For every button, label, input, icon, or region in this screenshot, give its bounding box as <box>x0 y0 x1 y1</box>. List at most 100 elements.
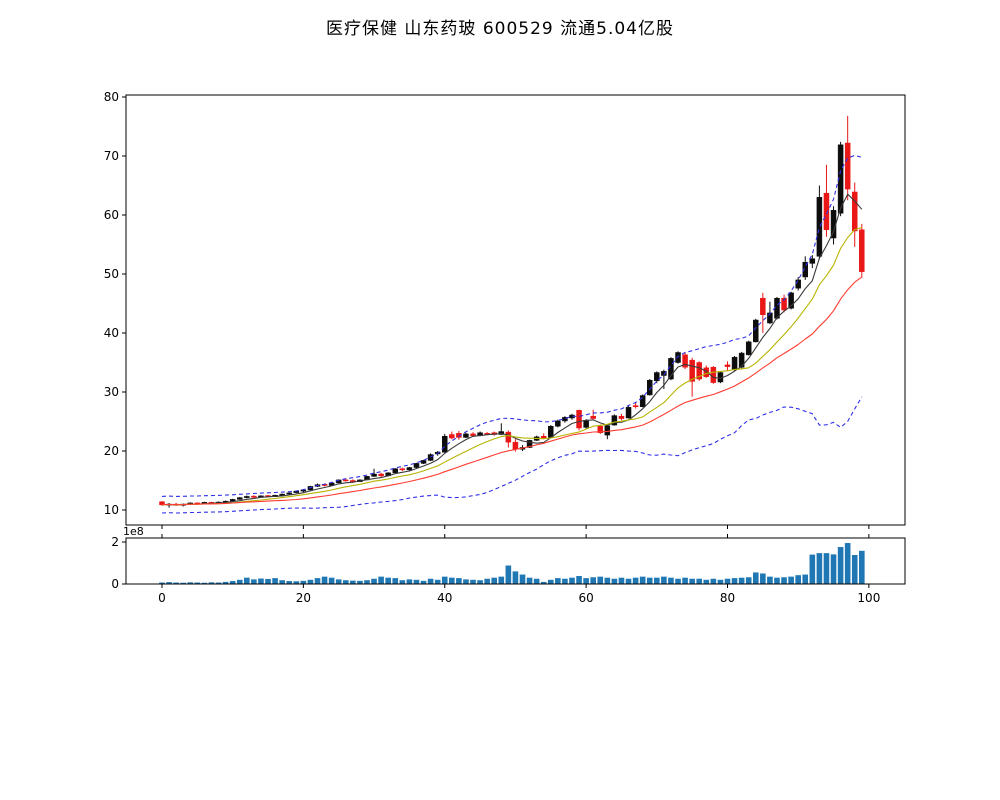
candle-up <box>731 356 738 370</box>
volume-bars-group <box>159 543 865 584</box>
price-ytick-label: 60 <box>104 208 119 222</box>
candle-up <box>611 415 618 426</box>
volume-bar <box>463 579 469 584</box>
volume-bar <box>632 577 639 584</box>
volume-bar <box>717 579 724 584</box>
volume-bar <box>540 581 547 584</box>
volume-bar <box>194 582 201 584</box>
volume-bar <box>788 576 794 584</box>
volume-bar <box>618 577 625 584</box>
volume-bar <box>646 577 653 584</box>
x-axis-tick-label: 80 <box>720 591 735 605</box>
volume-bar <box>738 577 745 584</box>
volume-bar <box>816 553 823 584</box>
volume-bar <box>180 582 186 584</box>
candle-down <box>710 366 717 383</box>
volume-bar <box>844 543 851 584</box>
volume-bar <box>399 580 406 584</box>
volume-bar <box>533 578 540 584</box>
candle-up <box>244 496 250 498</box>
volume-bar <box>342 580 349 584</box>
volume-bar <box>385 577 391 584</box>
volume-bar <box>851 555 858 584</box>
volume-bar <box>201 582 208 584</box>
candles-group <box>159 115 865 508</box>
volume-bar <box>166 582 172 584</box>
ma20-line <box>161 276 863 506</box>
candle-down <box>378 473 384 477</box>
price-ytick-label: 10 <box>104 503 119 517</box>
ma5-line <box>161 193 863 506</box>
volume-bar <box>859 550 865 584</box>
volume-bar <box>314 578 321 584</box>
candle-up <box>307 486 314 491</box>
volume-bar <box>682 577 688 584</box>
volume-bar <box>519 574 526 584</box>
volume-bar <box>187 582 194 584</box>
boll-upper-line <box>161 154 862 497</box>
candle-down <box>823 192 830 231</box>
candle-up <box>661 371 667 376</box>
volume-bar <box>229 581 236 584</box>
volume-bar <box>512 571 519 584</box>
boll-lower-line <box>161 396 863 514</box>
candle-up <box>413 463 420 468</box>
ma-lines-group <box>161 154 863 514</box>
volume-bar <box>830 554 837 584</box>
volume-bar <box>413 579 420 584</box>
candle-down <box>159 501 165 505</box>
candle-up <box>745 341 752 356</box>
candle-down <box>540 436 547 439</box>
volume-bar <box>328 577 335 584</box>
candle-down <box>760 297 766 315</box>
volume-bar <box>675 578 681 584</box>
candle-down <box>456 433 462 438</box>
candle-up <box>463 433 469 438</box>
candle-down <box>343 479 349 482</box>
candle-up <box>406 467 413 471</box>
candle-up <box>526 440 533 448</box>
volume-bar <box>159 582 165 584</box>
ma10-line <box>161 226 862 506</box>
price-ytick-label: 50 <box>104 267 119 281</box>
price-ytick-label: 30 <box>104 385 119 399</box>
volume-bar <box>244 577 250 584</box>
volume-bar <box>590 577 596 584</box>
volume-bar <box>406 579 413 584</box>
candle-down <box>689 359 695 382</box>
volume-bar <box>222 581 229 584</box>
volume-bar <box>300 580 307 584</box>
candle-down <box>696 362 702 380</box>
x-axis-tick-label: 20 <box>296 591 311 605</box>
volume-ytick-label: 2 <box>111 535 119 549</box>
price-panel-frame <box>125 94 906 526</box>
candle-down <box>505 431 512 443</box>
volume-bar <box>767 576 773 584</box>
price-ytick-label: 40 <box>104 326 119 340</box>
volume-ytick-label: 0 <box>111 577 119 591</box>
candle-down <box>470 433 476 436</box>
volume-bar <box>470 579 476 584</box>
volume-bar <box>434 579 441 584</box>
volume-bar <box>321 576 328 584</box>
candle-down <box>399 468 406 471</box>
price-ytick-label: 20 <box>104 444 119 458</box>
volume-bar <box>498 576 505 584</box>
volume-bar <box>484 578 490 584</box>
candle-down <box>590 415 596 419</box>
candle-down <box>597 425 604 433</box>
volume-bar <box>477 580 483 584</box>
candle-up <box>236 497 243 500</box>
volume-bar <box>795 575 801 584</box>
candle-down <box>724 364 731 367</box>
candle-up <box>583 420 589 428</box>
volume-bar <box>392 578 399 584</box>
candle-up <box>498 431 505 435</box>
volume-bar <box>696 578 703 584</box>
volume-bar <box>378 576 384 584</box>
volume-bar <box>449 577 455 584</box>
volume-bar <box>760 573 766 584</box>
volume-bar <box>597 576 604 584</box>
volume-bar <box>335 579 342 584</box>
candle-down <box>859 229 865 272</box>
